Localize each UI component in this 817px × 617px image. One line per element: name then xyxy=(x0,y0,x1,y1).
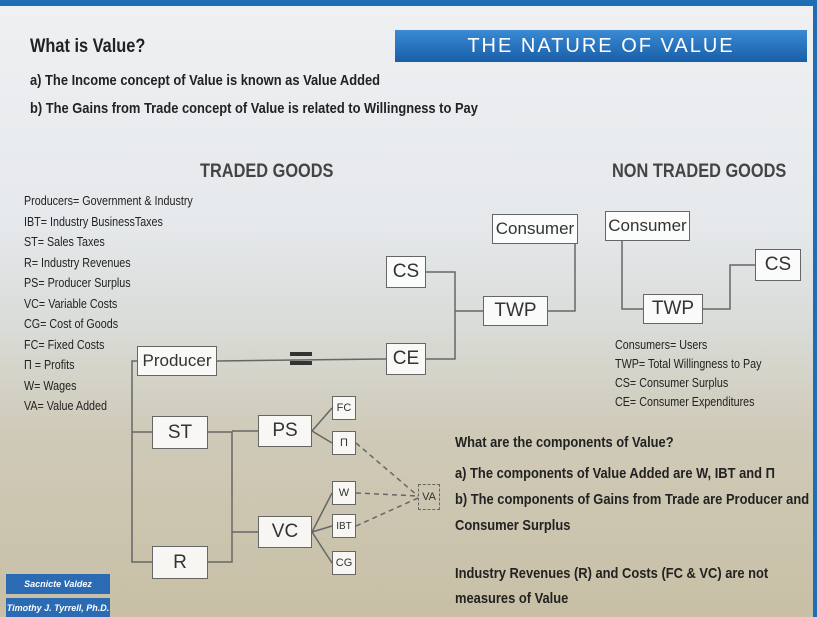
node: FC xyxy=(332,396,356,420)
node: ST xyxy=(152,416,208,449)
question-point: a) The components of Value Added are W, … xyxy=(455,461,816,487)
equals-sign xyxy=(290,361,312,365)
question-title: What are the components of Value? xyxy=(455,434,674,451)
node: CS xyxy=(386,256,426,288)
legend-item: FC= Fixed Costs xyxy=(24,338,104,352)
legend-item: PS= Producer Surplus xyxy=(24,276,131,290)
connector xyxy=(426,272,455,359)
connector xyxy=(356,498,418,526)
section-heading: TRADED GOODS xyxy=(200,161,333,183)
node: W xyxy=(332,481,356,505)
node: R xyxy=(152,546,208,579)
question-point: b) The components of Gains from Trade ar… xyxy=(455,487,816,539)
legend-item: Π = Profits xyxy=(24,358,74,372)
connector xyxy=(217,359,386,361)
legend-item: IBT= Industry BusinessTaxes xyxy=(24,215,163,229)
legend-item: W= Wages xyxy=(24,379,76,393)
connector xyxy=(622,241,643,309)
node: Consumer xyxy=(492,214,578,244)
equals-sign xyxy=(290,352,312,356)
question-note: Industry Revenues (R) and Costs (FC & VC… xyxy=(455,561,799,611)
connector xyxy=(548,244,575,311)
legend-item: VC= Variable Costs xyxy=(24,297,117,311)
legend-item: CG= Cost of Goods xyxy=(24,317,118,331)
connector xyxy=(703,265,755,309)
connector xyxy=(356,443,418,496)
node: VC xyxy=(258,516,312,548)
author: Timothy J. Tyrrell, Ph.D. xyxy=(6,598,110,617)
node: TWP xyxy=(483,296,548,326)
connector xyxy=(208,432,232,562)
dashed-links xyxy=(356,443,418,526)
legend-item: CE= Consumer Expenditures xyxy=(615,395,755,409)
legend-item: R= Industry Revenues xyxy=(24,256,131,270)
node: CS xyxy=(755,249,801,281)
connector xyxy=(312,532,332,563)
node: CG xyxy=(332,551,356,575)
node: Π xyxy=(332,431,356,455)
connector xyxy=(132,361,152,562)
author: Sacnicte Valdez xyxy=(6,574,110,594)
node: VA xyxy=(418,484,440,510)
intro-point: b) The Gains from Trade concept of Value… xyxy=(30,100,478,117)
legend-item: TWP= Total Willingness to Pay xyxy=(615,357,761,371)
node: IBT xyxy=(332,514,356,538)
title: What is Value? xyxy=(30,36,145,58)
node: TWP xyxy=(643,294,703,324)
legend-item: Consumers= Users xyxy=(615,338,707,352)
intro-point: a) The Income concept of Value is known … xyxy=(30,72,380,89)
connector xyxy=(312,408,332,431)
connector xyxy=(312,431,332,443)
node: Consumer xyxy=(605,211,690,241)
legend-item: VA= Value Added xyxy=(24,399,107,413)
legend-item: ST= Sales Taxes xyxy=(24,235,105,249)
legend-item: Producers= Government & Industry xyxy=(24,194,193,208)
node: Producer xyxy=(137,346,217,376)
slide: THE NATURE OF VALUE What is Value? a) The… xyxy=(0,0,817,617)
banner: THE NATURE OF VALUE xyxy=(395,30,807,62)
node: PS xyxy=(258,415,312,447)
legend-item: CS= Consumer Surplus xyxy=(615,376,728,390)
section-heading: NON TRADED GOODS xyxy=(612,161,786,183)
node: CE xyxy=(386,343,426,375)
connector xyxy=(356,493,418,496)
